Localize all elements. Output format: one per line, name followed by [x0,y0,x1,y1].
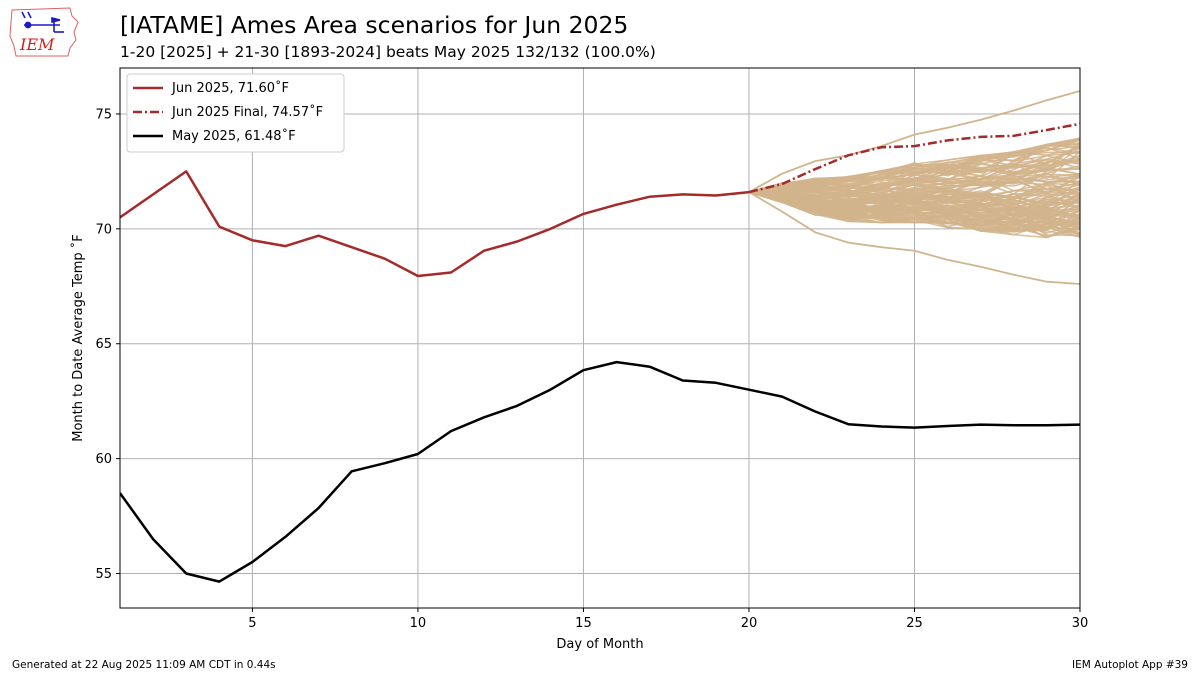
x-tick-label: 5 [248,616,256,631]
y-axis-label: Month to Date Average Temp ˚F [70,234,86,442]
scenario-line-lowest [748,191,1080,285]
legend-label-previous: May 2025, 61.48˚F [172,128,296,144]
scenario-line [748,151,1080,193]
x-tick-label: 25 [906,616,923,631]
axis-ticks: 5 10 15 20 25 30 55 60 65 70 75 [95,107,1088,631]
x-tick-label: 30 [1072,616,1089,631]
y-tick-label: 55 [95,567,112,582]
scenario-line [748,191,1080,216]
chart-title: [IATAME] Ames Area scenarios for Jun 202… [120,11,629,39]
legend: Jun 2025, 71.60˚F Jun 2025 Final, 74.57˚… [126,73,345,153]
plot-frame [119,67,1081,609]
iowa-outline-icon [9,7,79,57]
scenario-line [748,141,1080,193]
scenario-line [748,167,1080,196]
y-tick-label: 75 [95,107,112,122]
y-tick-label: 65 [95,337,112,352]
legend-label-final: Jun 2025 Final, 74.57˚F [171,104,323,120]
series-lines [120,122,1080,583]
chart-subtitle: 1-20 [2025] + 21-30 [1893-2024] beats Ma… [120,43,656,61]
scenario-line [748,191,1080,236]
footer-app: IEM Autoplot App #39 [1072,659,1188,671]
scenario-line [748,187,1080,207]
scenario-line [748,173,1080,199]
scenario-line [748,143,1080,193]
scenario-line [748,176,1080,204]
scenario-line-highest [748,90,1080,193]
scenario-line [748,191,1080,217]
y-tick-label: 60 [95,452,112,467]
series-line-jun-2025 [120,170,750,278]
legend-box [126,73,345,153]
x-tick-label: 10 [410,616,427,631]
series-line-may-2025 [120,360,1080,583]
iem-logo: IEM [9,7,79,57]
scenario-lines [748,90,1080,285]
y-tick-label: 70 [95,222,112,237]
x-tick-label: 15 [575,616,592,631]
footer-generated: Generated at 22 Aug 2025 11:09 AM CDT in… [12,659,276,671]
x-axis-label: Day of Month [556,637,643,652]
logo-text: IEM [19,35,55,54]
x-tick-label: 20 [741,616,758,631]
legend-label-current: Jun 2025, 71.60˚F [171,80,289,96]
scenario-line [748,191,1080,230]
series-line-jun-2025-final [748,122,1080,194]
weather-station-icon [21,11,64,33]
